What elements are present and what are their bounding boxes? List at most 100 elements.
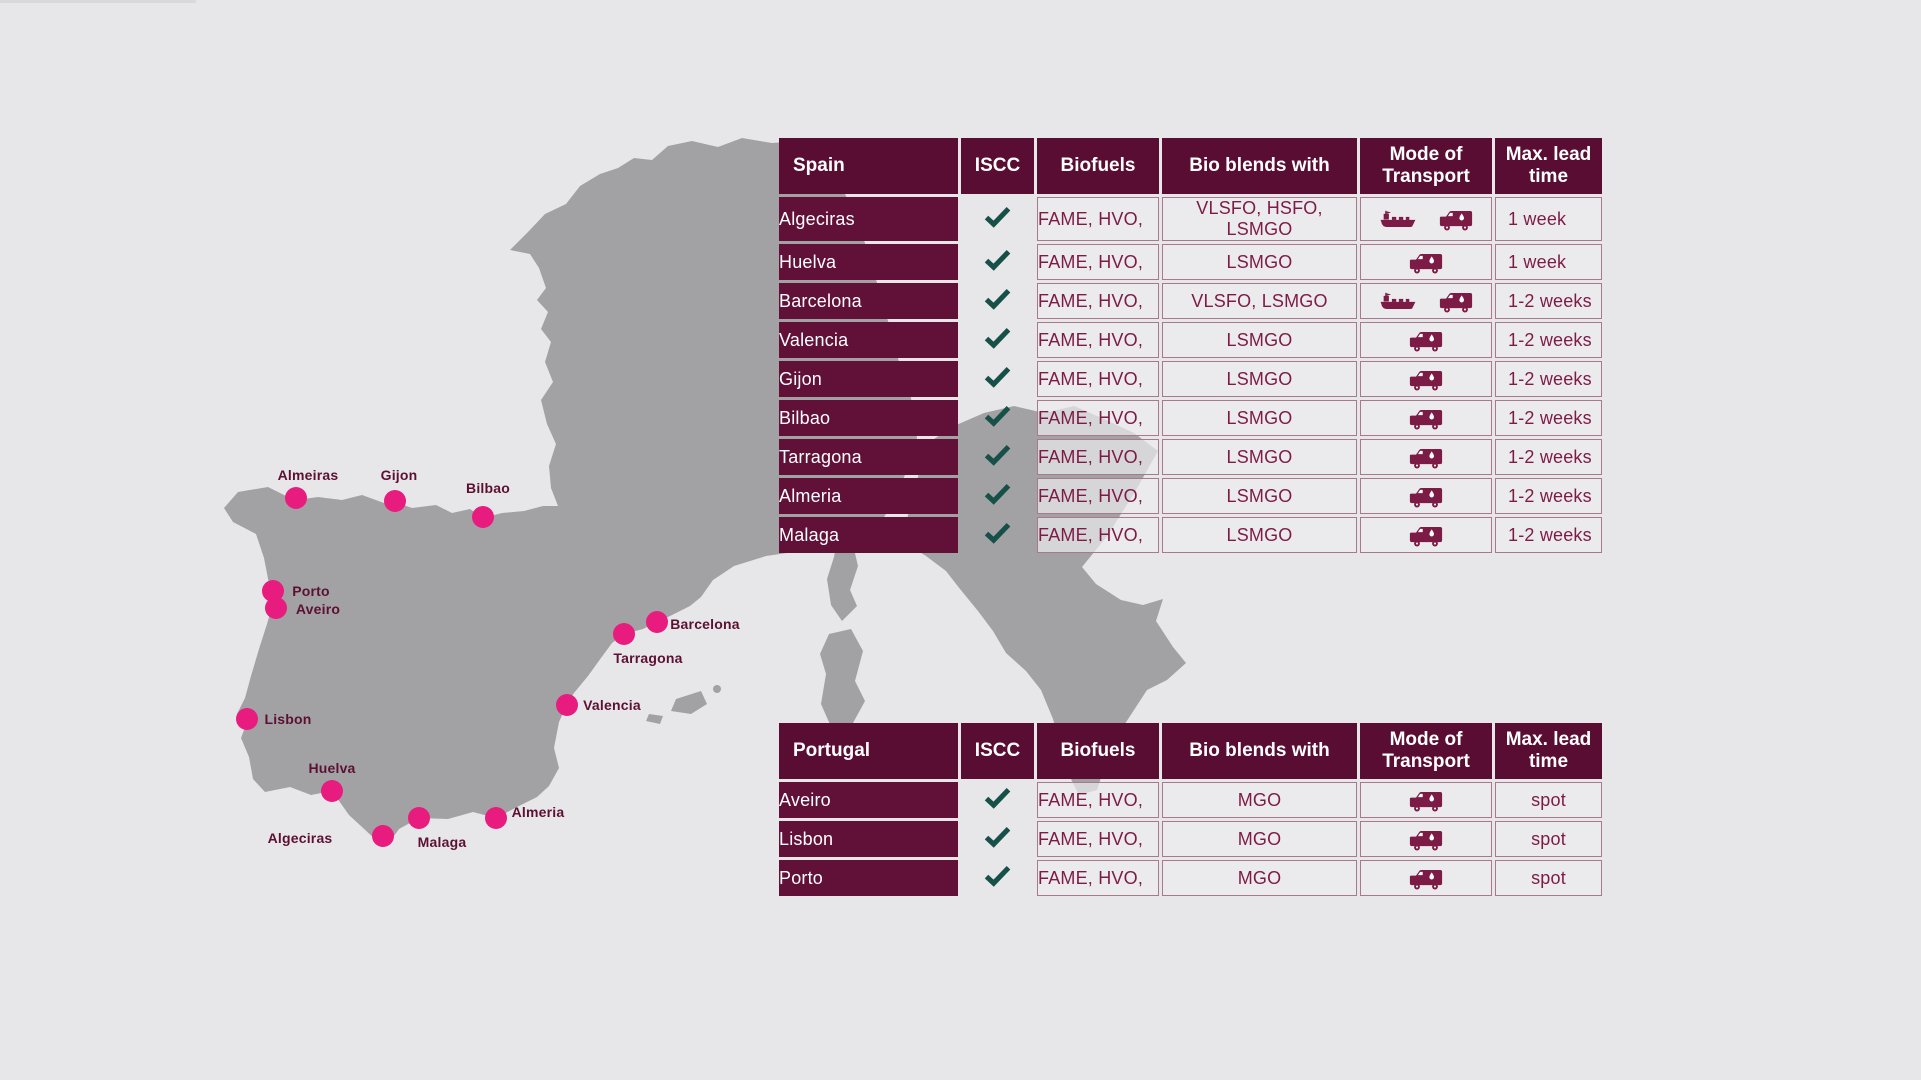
table-row-tarragona: Tarragona FAME, HVO, LSMGO 1-2 weeks (779, 439, 1602, 475)
biofuels-cell: FAME, HVO, (1037, 283, 1159, 319)
bio-blends-cell: LSMGO (1162, 439, 1357, 475)
header-row: Spain ISCC Biofuels Bio blends with Mode of … (779, 138, 1602, 194)
column-header-max-lead-time: Max. lead time (1495, 723, 1602, 779)
table-row-valencia: Valencia FAME, HVO, LSMGO 1-2 weeks (779, 322, 1602, 358)
port-dot-gijon (384, 490, 406, 512)
mode-of-transport-cell (1360, 478, 1492, 514)
biofuels-cell: FAME, HVO, (1037, 361, 1159, 397)
tanker-truck-icon (1408, 329, 1444, 352)
map-menorca (713, 685, 721, 693)
table-row-barcelona: Barcelona FAME, HVO, VLSFO, LSMGO 1-2 weeks (779, 283, 1602, 319)
port-name-cell: Malaga (779, 517, 958, 553)
checkmark-icon (984, 405, 1011, 427)
table-row-lisbon: Lisbon FAME, HVO, MGO spot (779, 821, 1602, 857)
mode-of-transport-cell (1360, 244, 1492, 280)
checkmark-icon (984, 483, 1011, 505)
biofuels-cell: FAME, HVO, (1037, 244, 1159, 280)
port-dot-algeciras (372, 825, 394, 847)
tanker-truck-icon (1408, 485, 1444, 508)
tanker-truck-icon (1408, 867, 1444, 890)
map-sardinia (820, 629, 865, 729)
checkmark-icon (984, 249, 1011, 271)
port-dot-valencia (556, 694, 578, 716)
column-header-mode-of-transport: Mode of Transport (1360, 138, 1492, 194)
port-dot-bilbao (472, 506, 494, 528)
tanker-truck-icon (1408, 828, 1444, 851)
biofuels-cell: FAME, HVO, (1037, 782, 1159, 818)
column-header-max-lead-time: Max. lead time (1495, 138, 1602, 194)
port-label-porto: Porto (292, 583, 330, 599)
port-dot-barcelona (646, 611, 668, 633)
table-row-algeciras: Algeciras FAME, HVO, VLSFO, HSFO, LSMGO 1 w… (779, 197, 1602, 241)
iscc-cell (961, 244, 1034, 280)
port-dot-almeria (485, 807, 507, 829)
tanker-truck-icon (1408, 407, 1444, 430)
tanker-truck-icon (1408, 789, 1444, 812)
table-row-almeria: Almeria FAME, HVO, LSMGO 1-2 weeks (779, 478, 1602, 514)
column-header-biofuels: Biofuels (1037, 723, 1159, 779)
port-name-cell: Valencia (779, 322, 958, 358)
checkmark-icon (984, 522, 1011, 544)
mode-of-transport-cell (1360, 517, 1492, 553)
max-lead-time-cell: spot (1495, 782, 1602, 818)
table-row-malaga: Malaga FAME, HVO, LSMGO 1-2 weeks (779, 517, 1602, 553)
biofuels-cell: FAME, HVO, (1037, 400, 1159, 436)
port-label-almeiras: Almeiras (277, 467, 339, 483)
mode-of-transport-cell (1360, 821, 1492, 857)
bio-blends-cell: LSMGO (1162, 361, 1357, 397)
checkmark-icon (984, 865, 1011, 887)
iscc-cell (961, 322, 1034, 358)
bio-blends-cell: LSMGO (1162, 478, 1357, 514)
port-label-aveiro: Aveiro (295, 601, 341, 617)
bio-blends-cell: LSMGO (1162, 517, 1357, 553)
portugal-ports-table: Portugal ISCC Biofuels Bio blends with Mode … (776, 720, 1605, 899)
port-label-bilbao: Bilbao (466, 480, 510, 496)
port-dot-huelva (321, 780, 343, 802)
port-label-barcelona: Barcelona (670, 616, 740, 632)
tanker-truck-icon (1408, 368, 1444, 391)
port-label-lisbon: Lisbon (264, 711, 312, 727)
table-row-gijon: Gijon FAME, HVO, LSMGO 1-2 weeks (779, 361, 1602, 397)
column-header-spain: Spain (779, 138, 958, 194)
port-name-cell: Bilbao (779, 400, 958, 436)
bio-blends-cell: VLSFO, HSFO, LSMGO (1162, 197, 1357, 241)
map-ibiza (646, 714, 663, 724)
table-row-bilbao: Bilbao FAME, HVO, LSMGO 1-2 weeks (779, 400, 1602, 436)
iscc-cell (961, 860, 1034, 896)
biofuels-cell: FAME, HVO, (1037, 821, 1159, 857)
column-header-bio-blends-with: Bio blends with (1162, 723, 1357, 779)
port-dot-porto (262, 580, 284, 602)
max-lead-time-cell: 1-2 weeks (1495, 400, 1602, 436)
port-name-cell: Algeciras (779, 197, 958, 241)
port-dot-lisbon (236, 708, 258, 730)
biofuels-cell: FAME, HVO, (1037, 439, 1159, 475)
biofuels-cell: FAME, HVO, (1037, 322, 1159, 358)
port-dot-tarragona (613, 623, 635, 645)
iscc-cell (961, 439, 1034, 475)
checkmark-icon (984, 444, 1011, 466)
iscc-cell (961, 197, 1034, 241)
iscc-cell (961, 400, 1034, 436)
mode-of-transport-cell (1360, 283, 1492, 319)
iscc-cell (961, 361, 1034, 397)
port-dot-malaga (408, 807, 430, 829)
bio-blends-cell: MGO (1162, 821, 1357, 857)
biofuels-cell: FAME, HVO, (1037, 860, 1159, 896)
mode-of-transport-cell (1360, 197, 1492, 241)
max-lead-time-cell: 1-2 weeks (1495, 439, 1602, 475)
bio-blends-cell: MGO (1162, 860, 1357, 896)
max-lead-time-cell: 1-2 weeks (1495, 478, 1602, 514)
iscc-cell (961, 517, 1034, 553)
column-header-biofuels: Biofuels (1037, 138, 1159, 194)
bio-blends-cell: LSMGO (1162, 244, 1357, 280)
max-lead-time-cell: 1 week (1495, 197, 1602, 241)
iscc-cell (961, 478, 1034, 514)
mode-of-transport-cell (1360, 439, 1492, 475)
port-name-cell: Gijon (779, 361, 958, 397)
column-header-portugal: Portugal (779, 723, 958, 779)
tanker-truck-icon (1438, 290, 1474, 313)
checkmark-icon (984, 206, 1011, 228)
table-row-huelva: Huelva FAME, HVO, LSMGO 1 week (779, 244, 1602, 280)
tanker-truck-icon (1438, 208, 1474, 231)
